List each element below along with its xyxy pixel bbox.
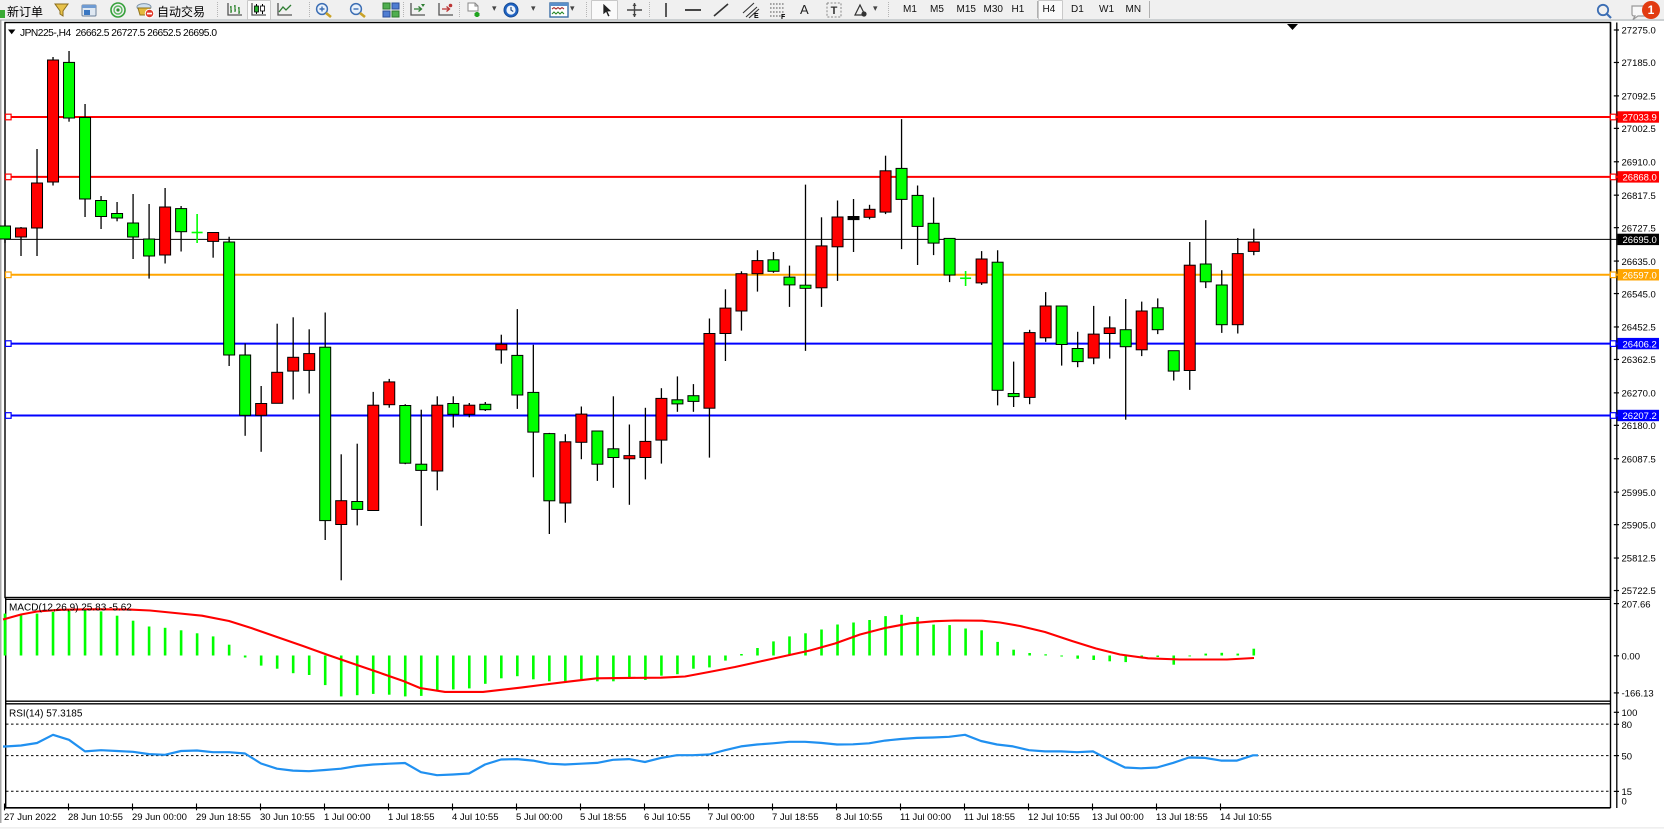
svg-text:F: F (781, 14, 786, 19)
svg-text:207.66: 207.66 (1622, 599, 1651, 610)
svg-text:1 Jul 00:00: 1 Jul 00:00 (324, 812, 370, 823)
svg-text:MACD(12,26,9) 25.83 -5.62: MACD(12,26,9) 25.83 -5.62 (9, 603, 132, 614)
svg-text:26362.5: 26362.5 (1622, 355, 1656, 366)
svg-text:RSI(14) 57.3185: RSI(14) 57.3185 (9, 709, 83, 720)
svg-text:27092.5: 27092.5 (1622, 92, 1656, 103)
svg-text:7 Jul 18:55: 7 Jul 18:55 (772, 812, 818, 823)
svg-text:27002.5: 27002.5 (1622, 124, 1656, 135)
svg-text:12 Jul 10:55: 12 Jul 10:55 (1028, 812, 1080, 823)
svg-text:25905.0: 25905.0 (1622, 520, 1656, 531)
svg-text:26087.5: 26087.5 (1622, 454, 1656, 465)
svg-text:8 Jul 10:55: 8 Jul 10:55 (836, 812, 882, 823)
svg-text:26597.0: 26597.0 (1623, 271, 1657, 282)
svg-text:JPN225-,H4 26662.5 26727.5 26: JPN225-,H4 26662.5 26727.5 26652.5 26695… (20, 28, 217, 39)
svg-text:26695.0: 26695.0 (1623, 235, 1657, 246)
svg-text:26207.2: 26207.2 (1623, 411, 1657, 422)
svg-text:11 Jul 00:00: 11 Jul 00:00 (900, 812, 951, 823)
svg-text:26727.5: 26727.5 (1622, 223, 1656, 234)
svg-text:26910.0: 26910.0 (1622, 157, 1656, 168)
svg-text:26868.0: 26868.0 (1623, 173, 1657, 184)
svg-text:28 Jun 10:55: 28 Jun 10:55 (68, 812, 123, 823)
svg-text:29 Jun 00:00: 29 Jun 00:00 (132, 812, 187, 823)
svg-text:80: 80 (1622, 720, 1633, 731)
svg-text:-166.13: -166.13 (1622, 689, 1654, 700)
svg-text:26452.5: 26452.5 (1622, 323, 1656, 334)
svg-text:26406.2: 26406.2 (1623, 339, 1657, 350)
svg-text:27 Jun 2022: 27 Jun 2022 (4, 812, 56, 823)
svg-text:13 Jul 18:55: 13 Jul 18:55 (1156, 812, 1208, 823)
svg-text:26635.0: 26635.0 (1622, 257, 1656, 268)
svg-text:1 Jul 18:55: 1 Jul 18:55 (388, 812, 434, 823)
svg-text:26545.0: 26545.0 (1622, 289, 1656, 300)
svg-text:5 Jul 00:00: 5 Jul 00:00 (516, 812, 562, 823)
svg-text:11 Jul 18:55: 11 Jul 18:55 (964, 812, 1015, 823)
svg-text:T: T (831, 5, 838, 17)
svg-text:30 Jun 10:55: 30 Jun 10:55 (260, 812, 315, 823)
svg-text:25812.5: 25812.5 (1622, 554, 1656, 565)
svg-text:0.00: 0.00 (1622, 652, 1641, 663)
svg-text:E: E (754, 13, 759, 19)
svg-text:26270.0: 26270.0 (1622, 389, 1656, 400)
svg-text:26817.5: 26817.5 (1622, 191, 1656, 202)
svg-text:25995.0: 25995.0 (1622, 488, 1656, 499)
svg-text:4 Jul 10:55: 4 Jul 10:55 (452, 812, 498, 823)
svg-text:13 Jul 00:00: 13 Jul 00:00 (1092, 812, 1144, 823)
svg-text:27275.0: 27275.0 (1622, 26, 1656, 37)
svg-text:0: 0 (1622, 797, 1627, 808)
svg-text:15: 15 (1622, 787, 1633, 798)
svg-text:29 Jun 18:55: 29 Jun 18:55 (196, 812, 251, 823)
svg-text:50: 50 (1622, 751, 1633, 762)
svg-text:27185.0: 27185.0 (1622, 58, 1656, 69)
svg-text:7 Jul 00:00: 7 Jul 00:00 (708, 812, 754, 823)
svg-text:26180.0: 26180.0 (1622, 421, 1656, 432)
svg-text:6 Jul 10:55: 6 Jul 10:55 (644, 812, 690, 823)
svg-text:27033.9: 27033.9 (1623, 113, 1657, 124)
svg-text:14 Jul 10:55: 14 Jul 10:55 (1220, 812, 1272, 823)
svg-text:5 Jul 18:55: 5 Jul 18:55 (580, 812, 626, 823)
svg-text:100: 100 (1622, 708, 1638, 719)
svg-text:25722.5: 25722.5 (1622, 586, 1656, 597)
